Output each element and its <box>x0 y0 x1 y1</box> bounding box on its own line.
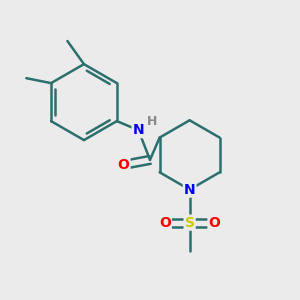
Text: H: H <box>147 116 158 128</box>
Text: N: N <box>184 183 195 196</box>
Text: N: N <box>133 123 144 137</box>
Text: O: O <box>159 216 171 230</box>
Text: S: S <box>184 216 195 230</box>
Text: O: O <box>208 216 220 230</box>
Text: O: O <box>118 158 130 172</box>
